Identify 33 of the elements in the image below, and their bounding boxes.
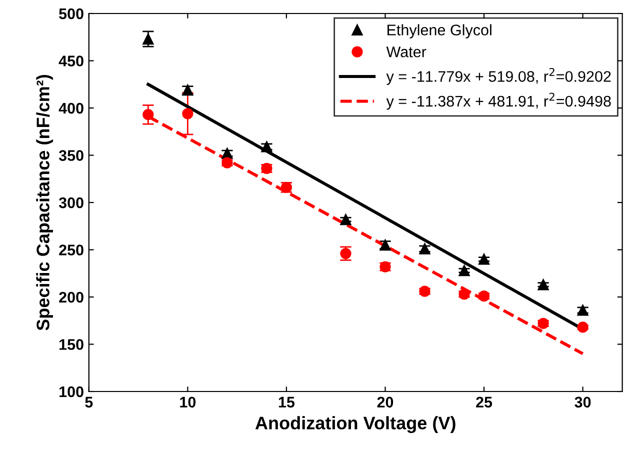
point xyxy=(142,33,154,45)
y-tick-label: 500 xyxy=(59,8,84,20)
x-tick-label: 30 xyxy=(574,396,591,408)
point xyxy=(577,322,588,333)
point xyxy=(222,148,233,159)
point xyxy=(538,279,549,290)
y-tick-label: 150 xyxy=(60,339,84,350)
point xyxy=(419,243,430,254)
x-tick-label: 20 xyxy=(377,396,394,408)
x-tick-label: 15 xyxy=(278,396,295,408)
y-tick-label: 400 xyxy=(58,102,84,114)
legend-label: y = -11.387x + 481.91, r$^{2}$=0.9498 xyxy=(386,92,611,110)
point xyxy=(458,264,470,276)
legend-label: Ethylene Glycol xyxy=(388,24,492,38)
y-tick-label: 100 xyxy=(60,386,84,398)
legend-label: y = -11.779x + 519.08, r$^{2}$=0.9202 xyxy=(386,68,611,85)
y-tick-label: 250 xyxy=(59,244,84,256)
point xyxy=(478,290,490,302)
point xyxy=(538,318,549,330)
y-tick-label: 200 xyxy=(59,292,84,303)
y-tick-label: 300 xyxy=(58,197,84,208)
point xyxy=(142,109,154,120)
x-tick-label: 5 xyxy=(85,396,93,408)
point xyxy=(340,214,352,226)
point xyxy=(478,254,490,265)
y-axis-title: Specific Capacitance (nF/cm²) xyxy=(36,74,53,330)
x-tick-label: 10 xyxy=(180,396,196,408)
x-tick-label: 25 xyxy=(476,396,492,408)
legend-label: Water xyxy=(386,46,426,58)
y-tick-label: 450 xyxy=(58,56,84,66)
y-tick-label: 350 xyxy=(58,150,84,161)
point xyxy=(182,108,194,120)
x-axis-title: Anodization Voltage (V) xyxy=(255,416,456,434)
